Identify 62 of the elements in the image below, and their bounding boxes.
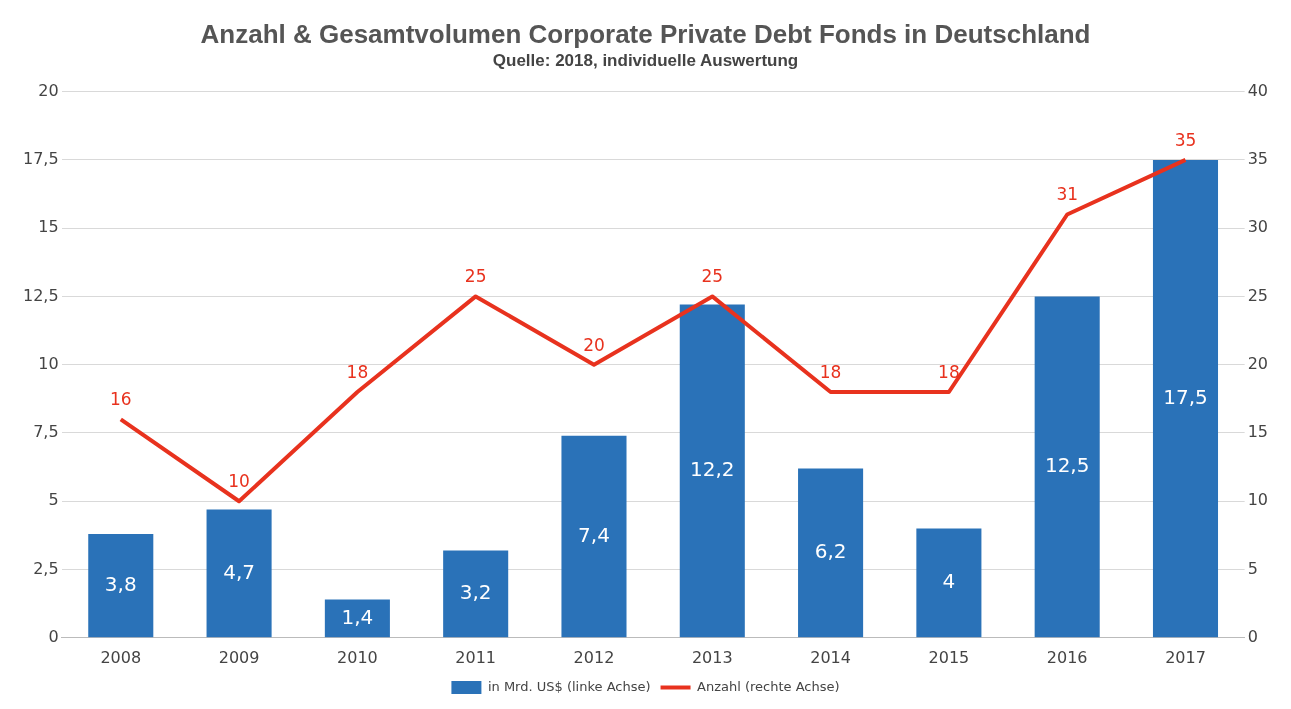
x-tick-label: 2011 (455, 647, 497, 667)
data-label: 20 (583, 334, 605, 355)
data-label: 3,2 (459, 580, 492, 605)
data-label: 4 (942, 569, 956, 594)
y2-tick-label: 10 (1247, 490, 1268, 510)
x-tick-label: 2009 (218, 647, 260, 667)
bar (561, 435, 627, 638)
data-label: 12,2 (690, 457, 735, 482)
bar (88, 534, 154, 638)
bar (679, 304, 745, 638)
data-label: 7,4 (578, 522, 610, 547)
y2-tick-label: 40 (1247, 80, 1268, 100)
y-tick-label: 5 (48, 490, 59, 510)
chart-subtitle: Quelle: 2018, individuelle Auswertung (492, 51, 799, 71)
y2-tick-label: 0 (1247, 626, 1258, 646)
y-tick-label: 0 (48, 626, 59, 646)
y-tick-label: 7,5 (33, 422, 59, 442)
x-tick-label: 2017 (1165, 647, 1206, 667)
bar (798, 468, 864, 638)
x-tick-label: 2010 (337, 647, 378, 667)
y2-tick-label: 5 (1247, 558, 1258, 578)
data-label: 10 (228, 471, 250, 492)
y2-tick-label: 30 (1247, 217, 1268, 237)
y2-tick-label: 25 (1247, 285, 1268, 305)
y-tick-label: 10 (38, 353, 59, 373)
x-tick-label: 2016 (1046, 647, 1088, 667)
bar (206, 509, 272, 638)
y-tick-label: 12,5 (23, 285, 59, 305)
data-label: 4,7 (223, 559, 255, 584)
data-label: 25 (701, 266, 724, 287)
y-tick-label: 20 (38, 80, 59, 100)
y2-tick-label: 35 (1247, 149, 1268, 169)
y-tick-label: 15 (38, 217, 59, 237)
data-label: 6,2 (814, 539, 847, 564)
data-label: 3,8 (104, 571, 137, 596)
y2-tick-label: 20 (1247, 353, 1268, 373)
legend-label: in Mrd. US$ (linke Achse) (487, 678, 651, 694)
data-label: 12,5 (1044, 453, 1090, 478)
legend-label: Anzahl (rechte Achse) (697, 678, 840, 694)
x-tick-label: 2015 (928, 647, 970, 667)
bar (1152, 159, 1219, 638)
x-tick-label: 2013 (691, 647, 733, 667)
data-label: 25 (464, 266, 487, 287)
data-label: 18 (346, 361, 369, 382)
x-tick-label: 2014 (810, 647, 851, 667)
bar (443, 550, 509, 638)
data-label: 16 (109, 389, 132, 410)
data-label: 18 (819, 361, 842, 382)
x-tick-label: 2008 (100, 647, 142, 667)
y-tick-label: 17,5 (23, 149, 59, 169)
bar (916, 528, 982, 638)
y-tick-label: 2,5 (33, 558, 59, 578)
x-tick-label: 2012 (573, 647, 615, 667)
data-label: 17,5 (1163, 384, 1208, 409)
bar (324, 599, 390, 638)
data-label: 31 (1056, 184, 1079, 205)
chart-title: Anzahl & Gesamtvolumen Corporate Private Debt Fonds in Deutschland (200, 18, 1091, 49)
data-label: 1,4 (341, 604, 374, 629)
y2-tick-label: 15 (1247, 422, 1268, 442)
data-label: 18 (938, 361, 960, 382)
data-label: 35 (1174, 129, 1197, 150)
bar (1034, 296, 1100, 638)
